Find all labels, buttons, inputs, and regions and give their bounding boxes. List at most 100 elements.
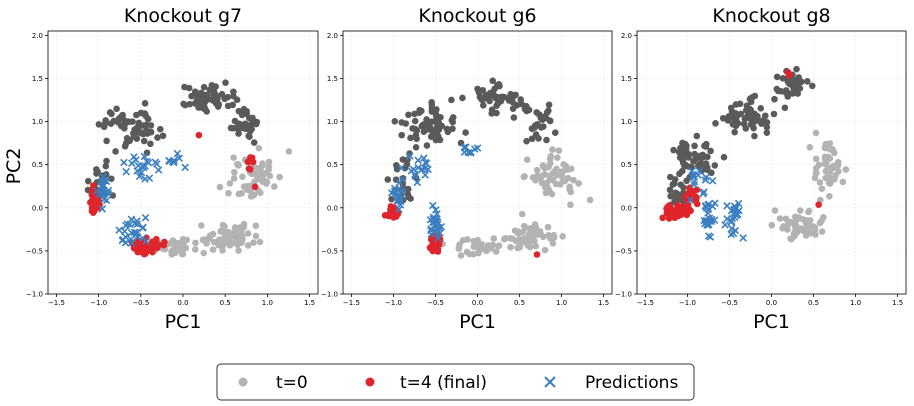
point-t0: [103, 137, 110, 145]
cross-stroke: [141, 162, 149, 170]
point-t0: [191, 100, 199, 107]
y-tick-label: −0.5: [615, 247, 632, 255]
point-t0: [108, 175, 115, 183]
point-prediction: [99, 181, 107, 189]
panel-title: Knockout g7: [124, 5, 242, 27]
point-t0: [250, 139, 258, 146]
point-t4: [381, 211, 389, 219]
point-prediction: [428, 201, 437, 210]
y-tick-label: 1.0: [621, 118, 632, 126]
point-t0: [242, 120, 249, 128]
point-prediction: [398, 187, 406, 195]
point-t0: [821, 160, 829, 168]
point-t0: [172, 243, 179, 251]
cross-stroke: [387, 189, 396, 197]
point-t0: [683, 177, 690, 185]
point-t0: [728, 108, 736, 115]
cross-stroke: [181, 163, 189, 172]
point-t0: [186, 100, 194, 108]
point-t0: [224, 102, 232, 110]
point-t0: [782, 89, 790, 97]
points: [381, 77, 594, 259]
point-t0: [271, 183, 278, 190]
point-t4: [90, 207, 98, 215]
cross-stroke: [154, 166, 163, 174]
point-t0: [528, 125, 536, 132]
point-t4: [665, 202, 673, 210]
x-tick-label: 0.0: [766, 299, 777, 307]
point-t0: [263, 180, 270, 187]
cross-stroke: [711, 199, 719, 208]
point-t0: [763, 129, 771, 136]
point-prediction: [739, 234, 747, 242]
point-t0: [230, 92, 237, 100]
point-t0: [826, 180, 834, 187]
point-t4: [153, 244, 161, 252]
cross-stroke: [99, 191, 107, 200]
point-prediction: [141, 162, 149, 170]
cross-stroke: [708, 177, 717, 185]
point-prediction: [686, 196, 694, 204]
point-t0: [537, 114, 545, 122]
y-tick-label: 2.0: [32, 32, 43, 40]
point-prediction: [135, 172, 144, 181]
cross-stroke: [99, 181, 107, 189]
point-prediction: [153, 160, 161, 168]
point-prediction: [421, 171, 429, 179]
cross-stroke: [723, 202, 731, 210]
point-t0: [412, 144, 420, 151]
cross-stroke: [704, 209, 712, 217]
point-t0: [525, 106, 533, 114]
point-t0: [216, 183, 224, 191]
point-t0: [537, 175, 544, 182]
cross-stroke: [100, 195, 108, 203]
point-t0: [681, 140, 689, 148]
point-t0: [492, 248, 500, 255]
cross-stroke: [705, 217, 714, 225]
point-t0: [231, 224, 239, 231]
point-t0: [143, 121, 150, 129]
point-t0: [418, 107, 425, 115]
point-t0: [222, 232, 229, 240]
point-t0: [209, 246, 217, 253]
point-t0: [229, 124, 237, 132]
point-t0: [785, 220, 792, 228]
point-t0: [427, 133, 435, 140]
point-t0: [462, 129, 469, 136]
point-t0: [792, 217, 800, 225]
point-t0: [666, 173, 674, 181]
point-t0: [276, 173, 283, 181]
cross-stroke: [173, 149, 182, 158]
cross-stroke: [420, 154, 428, 162]
point-t0: [740, 120, 748, 128]
point-prediction: [414, 163, 422, 172]
point-t0: [826, 155, 834, 162]
cross-stroke: [98, 205, 107, 213]
point-prediction: [120, 227, 129, 236]
point-t0: [782, 215, 790, 223]
point-t0: [806, 144, 814, 151]
point-prediction: [131, 219, 139, 228]
point-t0: [219, 247, 226, 254]
legend-frame: [216, 363, 695, 401]
point-t0: [546, 160, 554, 167]
point-t0: [490, 235, 498, 242]
point-t0: [135, 119, 143, 127]
point-t0: [210, 88, 218, 96]
point-t4: [247, 166, 254, 173]
point-prediction: [729, 229, 738, 238]
cross-stroke: [396, 196, 404, 204]
legend-marker-t0: [238, 377, 248, 387]
point-t0: [154, 134, 161, 141]
point-t0: [474, 85, 481, 93]
point-t0: [532, 131, 540, 138]
point-t0: [747, 121, 755, 128]
cross-stroke: [128, 159, 136, 168]
point-t0: [235, 161, 242, 169]
point-t0: [770, 110, 778, 118]
point-t0: [711, 162, 719, 169]
point-t0: [771, 95, 778, 103]
point-t4: [152, 237, 159, 244]
point-t0: [147, 128, 155, 136]
point-t0: [731, 128, 738, 136]
